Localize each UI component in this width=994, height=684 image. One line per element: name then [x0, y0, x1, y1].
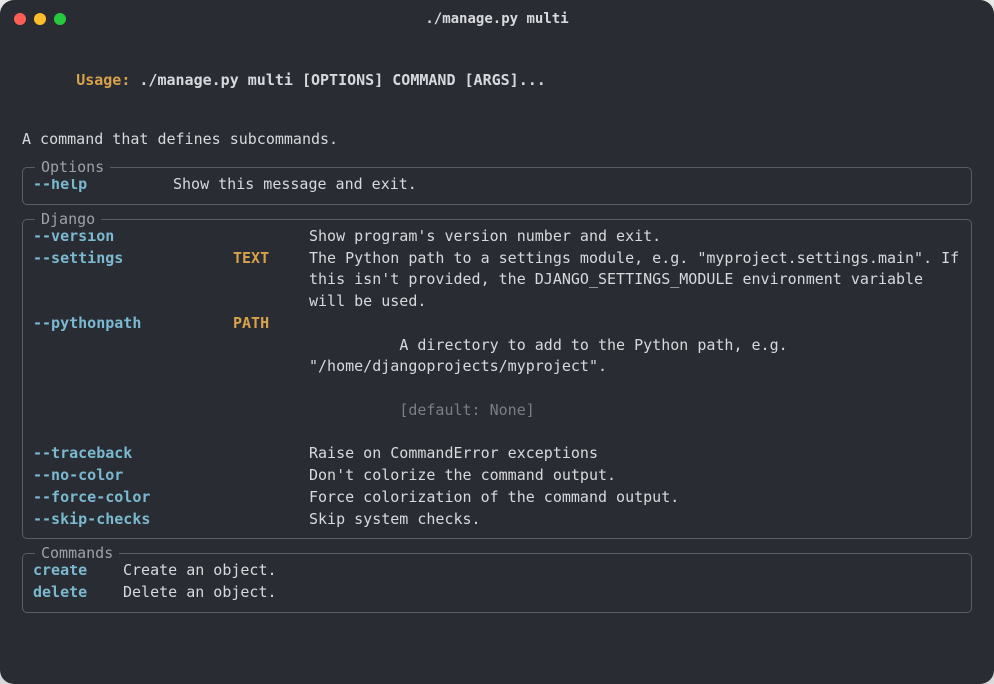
close-icon[interactable]	[14, 13, 26, 25]
command-row: create Create an object.	[33, 560, 961, 582]
subcommand-name: delete	[33, 583, 87, 601]
option-desc-text: A directory to add to the Python path, e…	[309, 336, 797, 376]
option-desc: Skip system checks.	[309, 509, 961, 531]
option-row: --force-color Force colorization of the …	[33, 487, 961, 509]
panel-title-django: Django	[35, 209, 101, 231]
option-meta: PATH	[233, 314, 269, 332]
option-row: --help Show this message and exit.	[33, 174, 961, 196]
commands-panel: Commands create Create an object. delete…	[22, 553, 972, 613]
option-default: [default: None]	[399, 401, 534, 419]
option-row: --pythonpath PATH A directory to add to …	[33, 313, 961, 444]
option-desc: Force colorization of the command output…	[309, 487, 961, 509]
option-desc: Don't colorize the command output.	[309, 465, 961, 487]
terminal-body: Usage: ./manage.py multi [OPTIONS] COMMA…	[0, 38, 994, 684]
option-row: --no-color Don't colorize the command ou…	[33, 465, 961, 487]
usage-label: Usage:	[76, 71, 130, 89]
usage-line: Usage: ./manage.py multi [OPTIONS] COMMA…	[22, 48, 972, 113]
option-desc: The Python path to a settings module, e.…	[309, 248, 961, 313]
option-desc: Raise on CommandError exceptions	[309, 443, 961, 465]
option-row: --settings TEXT The Python path to a set…	[33, 248, 961, 313]
command-description: A command that defines subcommands.	[22, 129, 972, 151]
titlebar: ./manage.py multi	[0, 0, 994, 38]
minimize-icon[interactable]	[34, 13, 46, 25]
option-flag: --traceback	[33, 444, 132, 462]
option-desc: Show this message and exit.	[173, 174, 961, 196]
terminal-window: ./manage.py multi Usage: ./manage.py mul…	[0, 0, 994, 684]
panel-title-options: Options	[35, 157, 110, 179]
window-title: ./manage.py multi	[0, 11, 994, 27]
usage-command: ./manage.py multi [OPTIONS] COMMAND [ARG…	[139, 71, 545, 89]
option-row: --traceback Raise on CommandError except…	[33, 443, 961, 465]
option-flag: --pythonpath	[33, 314, 141, 332]
panel-title-commands: Commands	[35, 543, 119, 565]
command-row: delete Delete an object.	[33, 582, 961, 604]
option-flag: --settings	[33, 249, 123, 267]
option-desc: Show program's version number and exit.	[309, 226, 961, 248]
django-panel: Django --version Show program's version …	[22, 219, 972, 540]
subcommand-desc: Create an object.	[123, 560, 961, 582]
maximize-icon[interactable]	[54, 13, 66, 25]
option-meta: TEXT	[233, 249, 269, 267]
option-flag: --no-color	[33, 466, 123, 484]
option-flag: --force-color	[33, 488, 150, 506]
option-desc: A directory to add to the Python path, e…	[309, 313, 961, 444]
subcommand-desc: Delete an object.	[123, 582, 961, 604]
options-panel: Options --help Show this message and exi…	[22, 167, 972, 205]
option-row: --version Show program's version number …	[33, 226, 961, 248]
option-flag: --skip-checks	[33, 510, 150, 528]
window-controls	[14, 13, 66, 25]
option-row: --skip-checks Skip system checks.	[33, 509, 961, 531]
